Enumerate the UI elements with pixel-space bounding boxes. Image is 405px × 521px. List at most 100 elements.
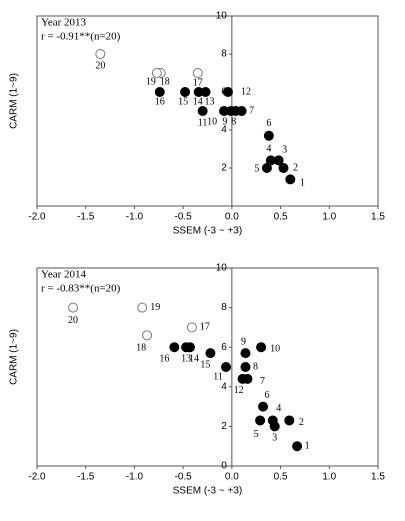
y-tick-label: 2 bbox=[221, 421, 227, 432]
point-label: 8 bbox=[231, 116, 236, 127]
y-tick-label: 6 bbox=[221, 342, 227, 353]
x-axis-label: SSEM (-3 ~ +3) bbox=[173, 486, 242, 497]
point bbox=[151, 68, 162, 78]
point-label: 17 bbox=[200, 322, 210, 333]
point bbox=[255, 415, 266, 426]
point bbox=[261, 163, 272, 173]
x-tick-label: 0.0 bbox=[225, 472, 239, 483]
point bbox=[142, 330, 153, 341]
x-tick-label: -1.5 bbox=[77, 472, 95, 483]
point bbox=[237, 373, 248, 384]
point-label: 6 bbox=[265, 390, 270, 401]
x-tick-label: 1.5 bbox=[371, 472, 385, 483]
point bbox=[205, 348, 216, 359]
point bbox=[184, 342, 195, 353]
point-label: 8 bbox=[253, 361, 258, 372]
point-label: 20 bbox=[95, 60, 105, 71]
point-label: 1 bbox=[300, 178, 305, 189]
chart-title: Year 2014 bbox=[41, 269, 87, 281]
y-tick-label: 4 bbox=[221, 125, 227, 136]
x-tick-label: -2.0 bbox=[28, 212, 46, 223]
point bbox=[221, 362, 232, 372]
point-label: 19 bbox=[146, 76, 156, 87]
y-tick-label: 10 bbox=[216, 263, 228, 274]
point bbox=[180, 87, 191, 97]
plot-frame bbox=[36, 267, 379, 467]
x-tick-label: 0.0 bbox=[225, 212, 239, 223]
point-label: 3 bbox=[282, 145, 287, 156]
x-tick-label: -1.5 bbox=[77, 212, 95, 223]
point-label: 6 bbox=[266, 118, 271, 129]
point-label: 9 bbox=[241, 336, 246, 347]
point-label: 4 bbox=[276, 403, 281, 414]
point bbox=[197, 106, 208, 116]
point-label: 2 bbox=[299, 417, 304, 428]
point bbox=[137, 302, 148, 313]
chart-title: Year 2013 bbox=[41, 17, 87, 29]
point-label: 16 bbox=[159, 353, 169, 364]
x-tick-label: 1.0 bbox=[322, 472, 336, 483]
point bbox=[219, 106, 230, 116]
point bbox=[68, 302, 79, 313]
y-tick-label: 8 bbox=[221, 49, 227, 60]
point bbox=[256, 342, 267, 353]
point-label: 19 bbox=[150, 302, 160, 313]
y-tick-label: 10 bbox=[216, 11, 228, 22]
point-label: 15 bbox=[178, 96, 188, 107]
point-label: 7 bbox=[249, 105, 254, 116]
point-label: 5 bbox=[254, 429, 259, 440]
point bbox=[258, 401, 269, 412]
point-label: 15 bbox=[200, 359, 210, 370]
chart-subtitle: r = -0.83**(n=20) bbox=[41, 283, 121, 295]
point bbox=[193, 87, 204, 97]
point-label: 12 bbox=[234, 385, 244, 396]
scatter-chart: -2.0 -1.5 -1.0 -0.5 0.0 0.5 1.0 1.50246810Year … bbox=[9, 263, 386, 497]
y-tick-label: 0 bbox=[221, 461, 227, 472]
x-tick-label: -0.5 bbox=[175, 472, 193, 483]
point-label: 10 bbox=[207, 116, 217, 127]
y-axis-label: CARM (1~9) bbox=[9, 329, 20, 385]
point bbox=[240, 362, 251, 372]
point-label: 18 bbox=[136, 343, 146, 354]
x-tick-label: 0.5 bbox=[274, 472, 288, 483]
x-tick-label: -1.0 bbox=[126, 212, 144, 223]
point-label: 18 bbox=[160, 76, 170, 87]
point-label: 9 bbox=[222, 116, 227, 127]
point-label: 17 bbox=[193, 77, 203, 88]
x-tick-label: -1.0 bbox=[126, 472, 144, 483]
scatter-chart: -2.0 -1.5 -1.0 -0.5 0.0 0.5 1.0 1.5 2 4 6 8 10 Year 2… bbox=[9, 11, 386, 237]
point-label: 10 bbox=[270, 343, 280, 354]
point bbox=[222, 87, 233, 97]
point bbox=[186, 322, 197, 333]
plot-frame bbox=[36, 15, 379, 207]
y-tick-label: 8 bbox=[221, 302, 227, 313]
point-label: 16 bbox=[155, 96, 165, 107]
point-label: 14 bbox=[189, 353, 199, 364]
point bbox=[95, 49, 106, 59]
point bbox=[263, 130, 274, 141]
point bbox=[240, 348, 251, 359]
x-axis-label: SSEM (-3 ~ +3) bbox=[173, 226, 242, 237]
point-label: 3 bbox=[272, 433, 277, 444]
point bbox=[169, 342, 180, 353]
point-label: 11 bbox=[198, 117, 208, 128]
point bbox=[154, 87, 165, 97]
y-tick-label: 2 bbox=[221, 163, 227, 174]
point bbox=[292, 441, 303, 452]
y-axis-label: CARM (1~9) bbox=[9, 73, 20, 129]
point bbox=[267, 415, 278, 426]
point-label: 7 bbox=[260, 376, 265, 387]
point-label: 1 bbox=[305, 440, 310, 451]
point bbox=[192, 68, 203, 78]
x-tick-label: 1.0 bbox=[322, 212, 336, 223]
point-label: 11 bbox=[213, 371, 223, 382]
chart-subtitle: r = -0.91**(n=20) bbox=[41, 31, 121, 43]
y-tick-label: 4 bbox=[221, 381, 227, 392]
point bbox=[278, 163, 289, 173]
point-label: 4 bbox=[266, 144, 271, 155]
point-label: 12 bbox=[241, 86, 251, 97]
point bbox=[285, 174, 296, 185]
point-label: 13 bbox=[181, 353, 191, 364]
point-label: 13 bbox=[205, 96, 215, 107]
